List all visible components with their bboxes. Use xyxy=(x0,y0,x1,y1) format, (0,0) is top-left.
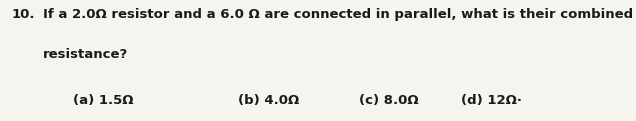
Text: resistance?: resistance? xyxy=(43,48,128,61)
Text: (b) 4.0Ω: (b) 4.0Ω xyxy=(238,94,300,107)
Text: If a 2.0Ω resistor and a 6.0 Ω are connected in parallel, what is their combined: If a 2.0Ω resistor and a 6.0 Ω are conne… xyxy=(43,8,633,21)
Text: 10.: 10. xyxy=(11,8,35,21)
Text: (d) 12Ω·: (d) 12Ω· xyxy=(461,94,522,107)
Text: (a) 1.5Ω: (a) 1.5Ω xyxy=(73,94,134,107)
Text: (c) 8.0Ω: (c) 8.0Ω xyxy=(359,94,419,107)
